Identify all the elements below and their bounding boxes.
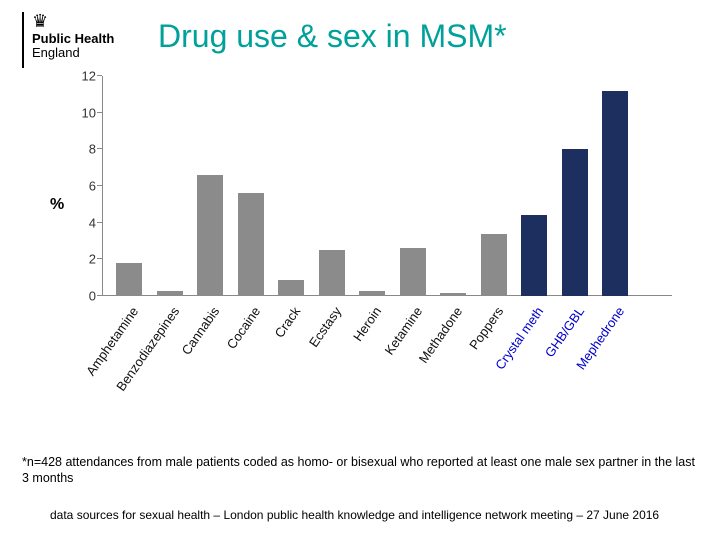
bar-chart: % AmphetamineBenzodiazepinesCannabisCoca… (60, 76, 680, 426)
y-tick-label: 8 (89, 142, 96, 157)
logo-rule (22, 12, 24, 68)
bar (481, 234, 507, 296)
bar (359, 291, 385, 297)
x-category-label: Cannabis (178, 304, 222, 358)
y-tick-mark (97, 258, 102, 259)
y-tick-label: 10 (82, 105, 96, 120)
y-tick-mark (97, 295, 102, 296)
bar (238, 193, 264, 296)
y-tick-mark (97, 185, 102, 186)
phe-logo: ♛ Public Health England (22, 12, 142, 61)
logo-text-line2: England (32, 46, 142, 60)
y-axis-label: % (50, 196, 64, 214)
x-category-label: Crack (272, 304, 304, 340)
slide: ♛ Public Health England Drug use & sex i… (0, 0, 720, 540)
x-category-label: Cocaine (223, 304, 263, 352)
bars-container: AmphetamineBenzodiazepinesCannabisCocain… (102, 76, 672, 296)
footnote: *n=428 attendances from male patients co… (22, 454, 698, 487)
x-category-label: Heroin (350, 304, 384, 344)
y-tick-mark (97, 148, 102, 149)
y-tick-label: 4 (89, 215, 96, 230)
x-category-label: Ecstasy (305, 304, 343, 350)
y-tick-label: 6 (89, 179, 96, 194)
crown-icon: ♛ (32, 12, 142, 30)
bar (197, 175, 223, 296)
bar (521, 215, 547, 296)
bar (400, 248, 426, 296)
y-tick-mark (97, 75, 102, 76)
bar (562, 149, 588, 296)
y-tick-label: 12 (82, 69, 96, 84)
bar (157, 291, 183, 297)
bar (116, 263, 142, 296)
y-tick-label: 2 (89, 252, 96, 267)
y-tick-label: 0 (89, 289, 96, 304)
footer-text: data sources for sexual health – London … (50, 508, 698, 522)
x-category-label: Ketamine (381, 304, 425, 358)
x-category-label: Poppers (466, 304, 506, 352)
bar (278, 280, 304, 297)
bar (319, 250, 345, 296)
bar (440, 293, 466, 296)
x-category-label: GHB/GBL (541, 304, 586, 360)
plot-area: AmphetamineBenzodiazepinesCannabisCocain… (102, 76, 672, 296)
y-tick-mark (97, 222, 102, 223)
bar (602, 91, 628, 296)
y-tick-mark (97, 112, 102, 113)
page-title: Drug use & sex in MSM* (158, 18, 507, 55)
logo-text-line1: Public Health (32, 32, 142, 46)
